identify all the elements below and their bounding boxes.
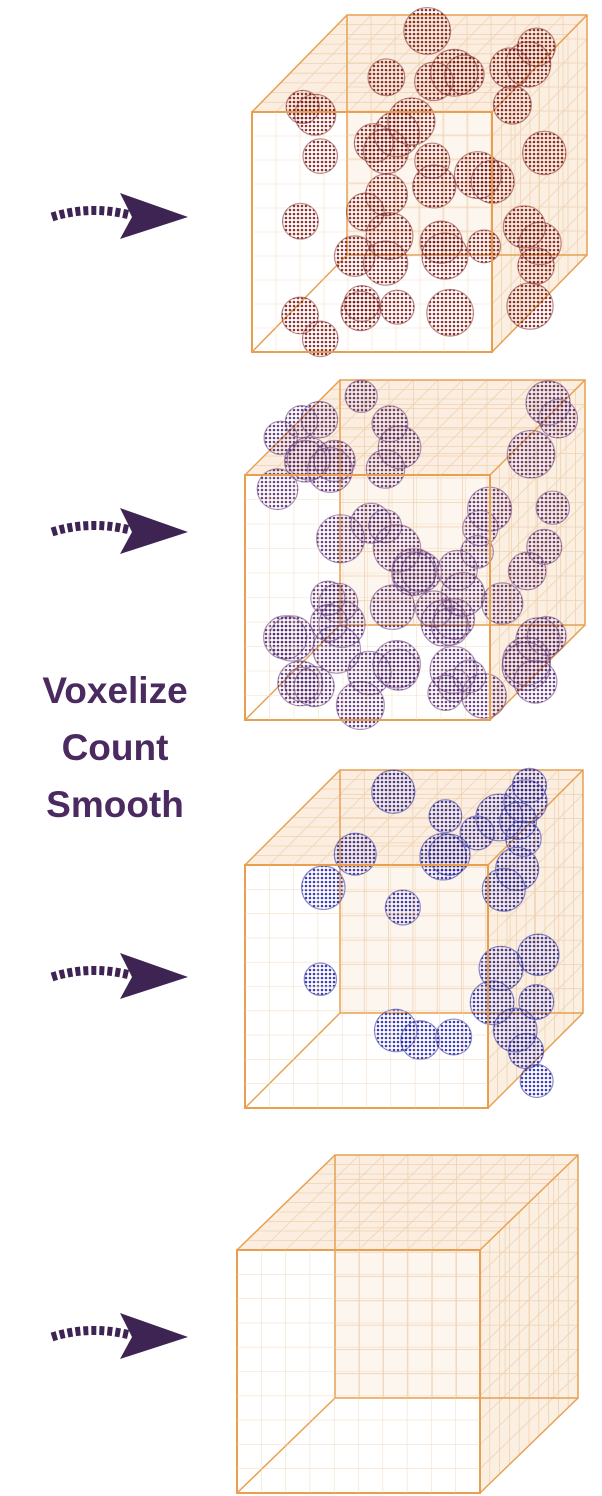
- arrow-head: [120, 1313, 188, 1359]
- arrow-shaft: [52, 525, 130, 532]
- particle: [286, 90, 319, 123]
- particle: [509, 1034, 544, 1069]
- particle: [303, 139, 337, 173]
- arrow-shaft: [52, 210, 130, 217]
- particle: [536, 491, 569, 524]
- particle: [319, 583, 358, 622]
- particle: [401, 1021, 440, 1060]
- particle: [344, 286, 380, 322]
- arrow-head: [120, 193, 188, 239]
- particle: [523, 131, 566, 174]
- particle: [372, 406, 408, 442]
- diagram-canvas: Voxelize Count Smooth: [0, 0, 602, 1496]
- arrow-shaft: [52, 1330, 130, 1337]
- arrow: [52, 508, 188, 554]
- particle: [404, 8, 451, 55]
- voxel-cube: [0, 0, 587, 357]
- arrow-head: [120, 953, 188, 999]
- arrow: [52, 1313, 188, 1359]
- particle: [460, 816, 494, 850]
- cube-edge: [237, 1398, 335, 1493]
- step-label: Count: [62, 727, 169, 768]
- arrow: [52, 193, 188, 239]
- particle: [431, 49, 478, 96]
- particle: [283, 203, 319, 239]
- particle: [302, 866, 345, 909]
- diagram: Voxelize Count Smooth: [0, 0, 602, 1496]
- particle: [278, 661, 323, 706]
- particle: [304, 963, 336, 995]
- particle: [334, 833, 376, 875]
- particle: [507, 283, 553, 329]
- step-label: Voxelize: [42, 670, 187, 711]
- particle: [507, 431, 554, 478]
- arrow: [52, 953, 188, 999]
- particle: [503, 206, 545, 248]
- particle: [462, 674, 507, 719]
- particle: [345, 380, 377, 412]
- arrow-head: [120, 508, 188, 554]
- particle: [527, 529, 562, 564]
- particle: [520, 1065, 553, 1098]
- particle: [308, 448, 353, 493]
- particle: [427, 289, 474, 336]
- particle: [436, 1019, 472, 1055]
- particle: [372, 770, 415, 813]
- particle: [428, 675, 463, 710]
- particle: [364, 129, 409, 174]
- particle: [429, 800, 462, 833]
- particle: [539, 399, 578, 438]
- particle: [380, 290, 414, 324]
- arrow-shaft: [52, 970, 130, 977]
- particle: [269, 616, 314, 661]
- particle: [346, 193, 384, 231]
- particle: [506, 42, 551, 87]
- particle: [368, 59, 405, 96]
- step-label: Smooth: [46, 784, 184, 825]
- particle: [518, 248, 554, 284]
- particle: [468, 230, 501, 263]
- particle: [378, 649, 419, 690]
- particle: [482, 583, 523, 624]
- particle: [301, 401, 337, 437]
- particle: [503, 637, 551, 685]
- particle: [434, 599, 475, 640]
- arrows: [52, 193, 188, 1359]
- cube-edge: [245, 1013, 340, 1108]
- particle: [413, 165, 456, 208]
- particle: [518, 934, 559, 975]
- particle: [493, 86, 531, 124]
